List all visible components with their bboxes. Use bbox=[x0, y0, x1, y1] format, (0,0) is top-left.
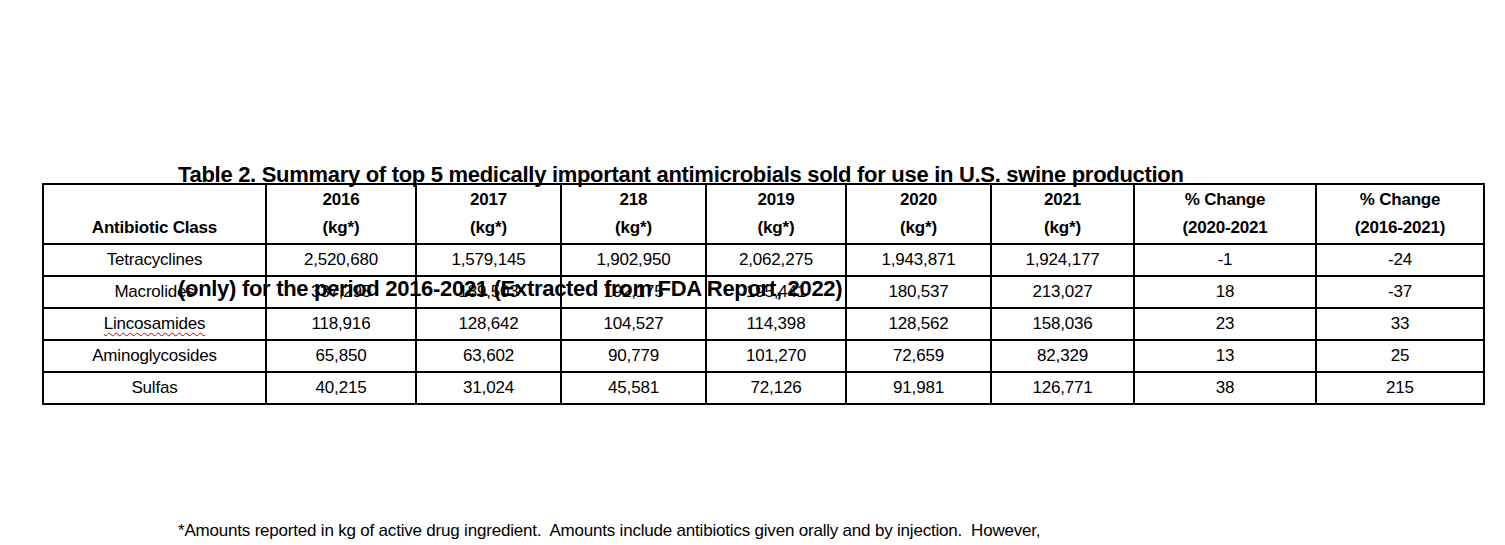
value-cell: 65,850 bbox=[266, 340, 416, 372]
value-cell: 180,537 bbox=[846, 276, 991, 308]
value-cell: 13 bbox=[1134, 340, 1316, 372]
column-header: 2020(kg*) bbox=[846, 184, 991, 244]
value-cell: 2,520,680 bbox=[266, 244, 416, 276]
antibiotic-class-cell: Sulfas bbox=[43, 372, 266, 404]
value-cell: 215 bbox=[1316, 372, 1484, 404]
value-cell: 195,441 bbox=[706, 276, 846, 308]
document-page: Table 2. Summary of top 5 medically impo… bbox=[0, 0, 1505, 545]
value-cell: 63,602 bbox=[416, 340, 561, 372]
column-header: 2021(kg*) bbox=[991, 184, 1134, 244]
table-header-row: Antibiotic Class2016(kg*)2017(kg*)218(kg… bbox=[43, 184, 1484, 244]
antibiotic-class-cell: Lincosamides bbox=[43, 308, 266, 340]
value-cell: 82,329 bbox=[991, 340, 1134, 372]
table-row: Macrolides337,295189,503192,175195,44118… bbox=[43, 276, 1484, 308]
antimicrobials-sales-table: Antibiotic Class2016(kg*)2017(kg*)218(kg… bbox=[42, 183, 1485, 405]
antibiotic-class-cell: Tetracyclines bbox=[43, 244, 266, 276]
misspelled-word: Lincosamides bbox=[104, 314, 206, 333]
table-row: Lincosamides 118,916128,642104,527114,398… bbox=[43, 308, 1484, 340]
value-cell: 1,943,871 bbox=[846, 244, 991, 276]
table-body: Tetracyclines2,520,6801,579,1451,902,950… bbox=[43, 244, 1484, 404]
value-cell: 91,981 bbox=[846, 372, 991, 404]
value-cell: 337,295 bbox=[266, 276, 416, 308]
value-cell: 33 bbox=[1316, 308, 1484, 340]
table-row: Tetracyclines2,520,6801,579,1451,902,950… bbox=[43, 244, 1484, 276]
value-cell: 18 bbox=[1134, 276, 1316, 308]
value-cell: 31,024 bbox=[416, 372, 561, 404]
value-cell: 128,642 bbox=[416, 308, 561, 340]
table-footnote-line1: *Amounts reported in kg of active drug i… bbox=[178, 516, 1040, 545]
table-row: Sulfas40,21531,02445,58172,12691,981126,… bbox=[43, 372, 1484, 404]
value-cell: 118,916 bbox=[266, 308, 416, 340]
value-cell: -37 bbox=[1316, 276, 1484, 308]
table-footnote: *Amounts reported in kg of active drug i… bbox=[178, 456, 1040, 545]
antibiotic-class-cell: Aminoglycosides bbox=[43, 340, 266, 372]
value-cell: 72,659 bbox=[846, 340, 991, 372]
column-header: % Change(2016-2021) bbox=[1316, 184, 1484, 244]
column-header: 2016(kg*) bbox=[266, 184, 416, 244]
table-row: Aminoglycosides65,85063,60290,779101,270… bbox=[43, 340, 1484, 372]
value-cell: 101,270 bbox=[706, 340, 846, 372]
value-cell: 104,527 bbox=[561, 308, 706, 340]
value-cell: 72,126 bbox=[706, 372, 846, 404]
value-cell: -24 bbox=[1316, 244, 1484, 276]
antibiotic-class-cell: Macrolides bbox=[43, 276, 266, 308]
value-cell: -1 bbox=[1134, 244, 1316, 276]
column-header: 2017(kg*) bbox=[416, 184, 561, 244]
value-cell: 213,027 bbox=[991, 276, 1134, 308]
value-cell: 25 bbox=[1316, 340, 1484, 372]
value-cell: 114,398 bbox=[706, 308, 846, 340]
value-cell: 90,779 bbox=[561, 340, 706, 372]
value-cell: 1,902,950 bbox=[561, 244, 706, 276]
value-cell: 158,036 bbox=[991, 308, 1134, 340]
column-header: Antibiotic Class bbox=[43, 184, 266, 244]
value-cell: 128,562 bbox=[846, 308, 991, 340]
value-cell: 192,175 bbox=[561, 276, 706, 308]
value-cell: 23 bbox=[1134, 308, 1316, 340]
column-header: 218(kg*) bbox=[561, 184, 706, 244]
column-header: % Change(2020-2021 bbox=[1134, 184, 1316, 244]
value-cell: 38 bbox=[1134, 372, 1316, 404]
value-cell: 40,215 bbox=[266, 372, 416, 404]
column-header: 2019(kg*) bbox=[706, 184, 846, 244]
value-cell: 1,579,145 bbox=[416, 244, 561, 276]
value-cell: 2,062,275 bbox=[706, 244, 846, 276]
value-cell: 189,503 bbox=[416, 276, 561, 308]
value-cell: 126,771 bbox=[991, 372, 1134, 404]
value-cell: 45,581 bbox=[561, 372, 706, 404]
value-cell: 1,924,177 bbox=[991, 244, 1134, 276]
